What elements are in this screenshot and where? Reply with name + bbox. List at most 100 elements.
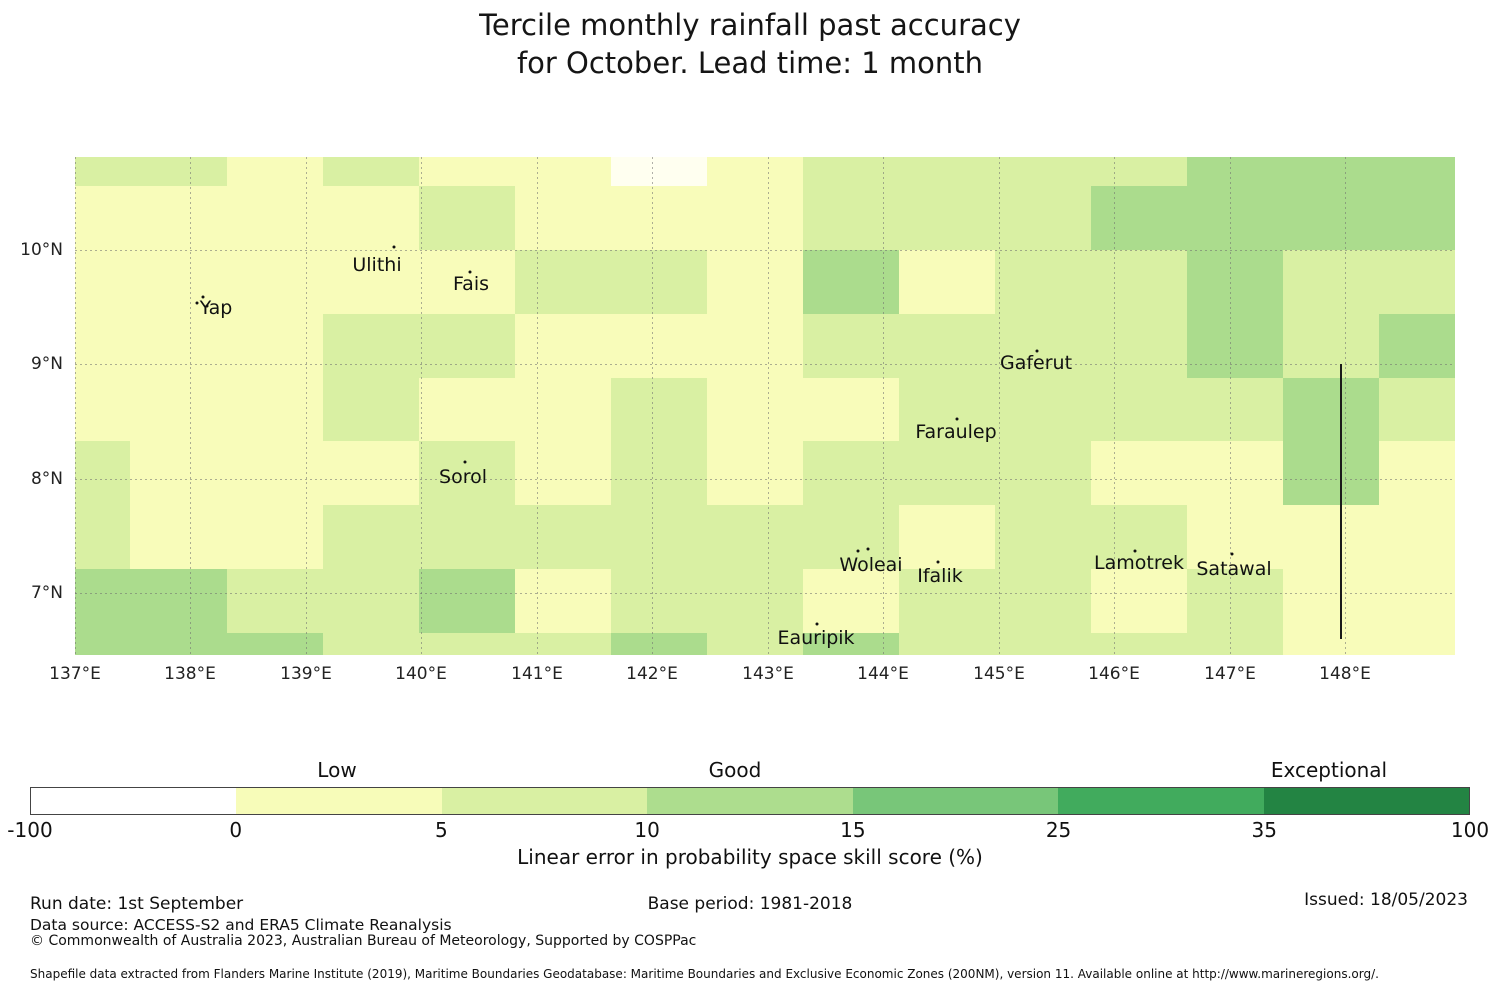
grid-cell <box>1283 441 1379 505</box>
grid-cell <box>1283 157 1379 186</box>
grid-cell <box>515 157 611 186</box>
x-tick-label: 140°E <box>395 664 447 684</box>
grid-cell <box>995 157 1091 186</box>
grid-cell <box>899 157 995 186</box>
map-gridline-vertical <box>537 157 538 655</box>
grid-cell <box>707 505 803 569</box>
grid-cell <box>707 569 803 633</box>
grid-cell <box>611 314 707 378</box>
x-tick-label: 137°E <box>49 664 101 684</box>
grid-cell <box>515 314 611 378</box>
island-dot <box>392 245 396 249</box>
grid-cell <box>611 569 707 633</box>
island-dot <box>468 270 472 274</box>
grid-cell <box>1379 378 1455 441</box>
grid-cell <box>1091 314 1187 378</box>
map-gridline-vertical <box>421 157 422 655</box>
grid-cell <box>899 250 995 314</box>
eez-boundary-line <box>1340 364 1342 639</box>
map-gridline-vertical <box>75 157 76 655</box>
grid-cell <box>707 633 803 655</box>
grid-cell <box>419 314 515 378</box>
grid-cell <box>75 314 130 378</box>
grid-cell <box>515 505 611 569</box>
grid-cell <box>1283 633 1379 655</box>
grid-cell <box>1379 157 1455 186</box>
colorbar-segment <box>236 788 442 814</box>
colorbar-region-label: Exceptional <box>1270 758 1388 782</box>
shapefile-note-text: Shapefile data extracted from Flanders M… <box>30 967 1379 981</box>
issued-date-text: Issued: 18/05/2023 <box>1304 890 1468 910</box>
colorbar-segment <box>31 788 237 814</box>
island-dot <box>936 560 940 564</box>
grid-cell <box>130 378 227 441</box>
map-gridline-vertical <box>306 157 307 655</box>
grid-cell <box>130 250 227 314</box>
grid-cell <box>323 314 419 378</box>
grid-cell <box>1379 569 1455 633</box>
island-dot <box>815 622 819 626</box>
colorbar-tick-label: 10 <box>634 818 660 842</box>
grid-cell <box>1379 505 1455 569</box>
map-gridline-vertical <box>999 157 1000 655</box>
grid-cell <box>611 441 707 505</box>
grid-cell <box>515 441 611 505</box>
chart-title-line2: for October. Lead time: 1 month <box>516 46 984 80</box>
grid-cell <box>227 569 323 633</box>
island-dot <box>201 295 205 299</box>
grid-cell <box>1283 378 1379 441</box>
map-gridline-horizontal <box>75 479 1455 480</box>
grid-cell <box>803 157 899 186</box>
grid-cell <box>130 186 227 250</box>
island-label: Fais <box>452 273 490 295</box>
grid-cell <box>419 441 515 505</box>
island-dot <box>463 460 467 464</box>
grid-cell <box>130 157 227 186</box>
grid-cell <box>611 186 707 250</box>
grid-cell <box>611 505 707 569</box>
island-label: Eauripik <box>777 627 855 649</box>
grid-cell <box>803 378 899 441</box>
grid-cell <box>1283 186 1379 250</box>
grid-cell <box>899 186 995 250</box>
grid-cell <box>1379 314 1455 378</box>
grid-cell <box>1283 569 1379 633</box>
grid-cell <box>75 250 130 314</box>
copyright-text: © Commonwealth of Australia 2023, Austra… <box>30 933 697 949</box>
map-gridline-horizontal <box>75 250 1455 251</box>
map-gridline-vertical <box>1230 157 1231 655</box>
grid-cell <box>1283 505 1379 569</box>
map-gridline-vertical <box>190 157 191 655</box>
colorbar-tick-label: 25 <box>1045 818 1072 842</box>
grid-cell <box>75 633 130 655</box>
grid-cell <box>227 186 323 250</box>
island-label: Faraulep <box>915 421 997 443</box>
map-gridline-vertical <box>883 157 884 655</box>
island-label: Ulithi <box>352 254 402 276</box>
grid-cell <box>323 250 419 314</box>
grid-cell <box>323 186 419 250</box>
grid-cell <box>419 157 515 186</box>
colorbar-region-label: Good <box>708 758 762 782</box>
grid-cell <box>1187 505 1283 569</box>
grid-cell <box>1187 157 1283 186</box>
grid-cell <box>1379 250 1455 314</box>
grid-cell <box>899 314 995 378</box>
island-label: Ifalik <box>917 565 963 587</box>
grid-cell <box>227 441 323 505</box>
grid-cell <box>75 186 130 250</box>
data-source-text: Data source: ACCESS-S2 and ERA5 Climate … <box>30 916 452 934</box>
grid-cell <box>75 505 130 569</box>
x-tick-label: 138°E <box>164 664 216 684</box>
grid-cell <box>707 314 803 378</box>
grid-cell <box>323 633 419 655</box>
grid-cell <box>899 569 995 633</box>
grid-cell <box>1091 186 1187 250</box>
grid-cell <box>995 314 1091 378</box>
grid-cell <box>515 186 611 250</box>
grid-cell <box>323 569 419 633</box>
grid-cell <box>323 378 419 441</box>
grid-cell <box>227 633 323 655</box>
grid-cell <box>419 633 515 655</box>
